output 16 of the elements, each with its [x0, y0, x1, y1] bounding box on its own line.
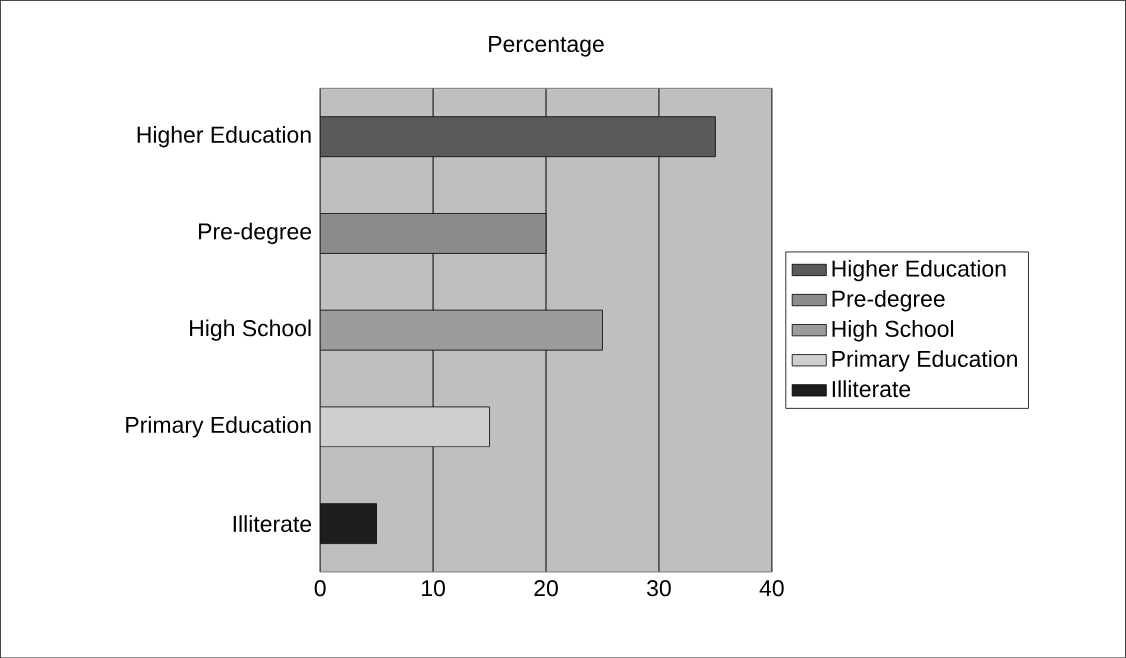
- y-tick-label: High School: [190, 319, 311, 341]
- legend-label: Illiterate: [832, 380, 911, 398]
- x-tick-label: 0: [314, 579, 326, 597]
- y-tick-label: Pre-degree: [199, 222, 312, 244]
- legend-label: Higher Education: [832, 259, 1006, 282]
- x-tick-label: 20: [534, 579, 558, 597]
- y-tick-label: Illiterate: [233, 515, 312, 532]
- y-tick-label: Higher Education: [137, 125, 311, 148]
- x-tick-label: 40: [759, 579, 784, 597]
- legend-label: Primary Education: [832, 350, 1017, 372]
- x-tick-label: 10: [422, 579, 445, 597]
- chart-title: Percentage: [489, 35, 604, 57]
- y-tick-label: Primary Education: [126, 416, 311, 438]
- legend-label: Pre-degree: [832, 289, 945, 312]
- legend-label: High School: [832, 319, 954, 342]
- x-tick-label: 30: [647, 579, 671, 597]
